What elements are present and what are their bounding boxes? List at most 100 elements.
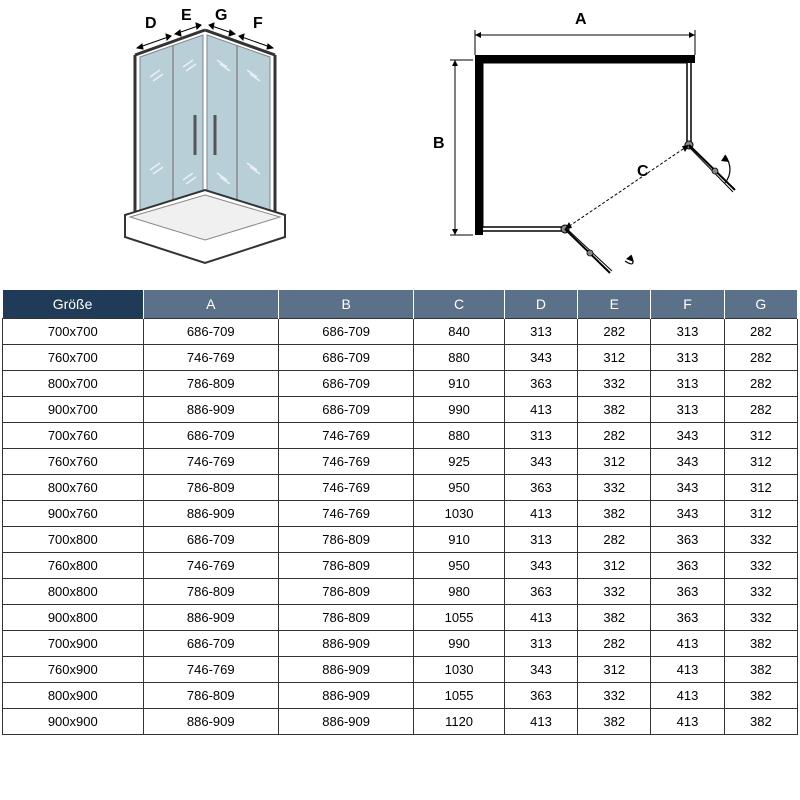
table-cell: 332 — [578, 371, 651, 397]
table-cell: 746-769 — [143, 345, 278, 371]
table-cell: 900x900 — [3, 709, 144, 735]
table-cell: 413 — [504, 501, 577, 527]
table-cell: 686-709 — [278, 345, 413, 371]
table-cell: 282 — [578, 527, 651, 553]
table-cell: 363 — [504, 683, 577, 709]
dimensions-table: GrößeABCDEFG 700x700686-709686-709840313… — [2, 290, 798, 735]
table-cell: 886-909 — [143, 709, 278, 735]
table-cell: 332 — [724, 527, 797, 553]
table-cell: 786-809 — [143, 683, 278, 709]
table-cell: 786-809 — [278, 553, 413, 579]
table-row: 760x760746-769746-769925343312343312 — [3, 449, 798, 475]
table-cell: 886-909 — [278, 709, 413, 735]
table-row: 800x900786-809886-9091055363332413382 — [3, 683, 798, 709]
table-cell: 990 — [414, 397, 505, 423]
table-row: 760x700746-769686-709880343312313282 — [3, 345, 798, 371]
table-cell: 950 — [414, 553, 505, 579]
table-cell: 700x760 — [3, 423, 144, 449]
table-cell: 925 — [414, 449, 505, 475]
table-cell: 786-809 — [143, 475, 278, 501]
table-cell: 313 — [651, 397, 724, 423]
table-cell: 886-909 — [143, 501, 278, 527]
table-cell: 700x800 — [3, 527, 144, 553]
table-cell: 313 — [651, 319, 724, 345]
table-cell: 1120 — [414, 709, 505, 735]
table-cell: 332 — [724, 553, 797, 579]
table-cell: 343 — [651, 475, 724, 501]
table-cell: 800x900 — [3, 683, 144, 709]
table-cell: 313 — [504, 631, 577, 657]
table-cell: 413 — [651, 631, 724, 657]
table-cell: 786-809 — [278, 527, 413, 553]
table-cell: 1055 — [414, 605, 505, 631]
table-cell: 700x900 — [3, 631, 144, 657]
table-cell: 800x700 — [3, 371, 144, 397]
table-cell: 363 — [651, 553, 724, 579]
table-cell: 800x800 — [3, 579, 144, 605]
table-cell: 313 — [651, 371, 724, 397]
table-cell: 1055 — [414, 683, 505, 709]
column-header: F — [651, 290, 724, 319]
table-cell: 786-809 — [278, 579, 413, 605]
table-cell: 332 — [724, 579, 797, 605]
table-cell: 312 — [724, 475, 797, 501]
diagram-plan-view: A B C — [425, 15, 745, 280]
label-d: D — [145, 15, 157, 33]
table-cell: 363 — [504, 579, 577, 605]
table-cell: 686-709 — [143, 631, 278, 657]
table-cell: 413 — [504, 709, 577, 735]
table-cell: 746-769 — [278, 449, 413, 475]
table-cell: 282 — [578, 423, 651, 449]
table-row: 900x700886-909686-709990413382313282 — [3, 397, 798, 423]
column-header: C — [414, 290, 505, 319]
column-header: G — [724, 290, 797, 319]
table-cell: 900x760 — [3, 501, 144, 527]
table-cell: 312 — [578, 657, 651, 683]
table-cell: 313 — [504, 527, 577, 553]
label-b: B — [433, 135, 445, 153]
table-cell: 382 — [578, 605, 651, 631]
table-cell: 312 — [578, 553, 651, 579]
table-cell: 910 — [414, 527, 505, 553]
table-cell: 1030 — [414, 657, 505, 683]
table-row: 700x760686-709746-769880313282343312 — [3, 423, 798, 449]
table-cell: 686-709 — [278, 397, 413, 423]
table-cell: 980 — [414, 579, 505, 605]
table-cell: 332 — [578, 579, 651, 605]
table-cell: 382 — [724, 683, 797, 709]
table-row: 760x800746-769786-809950343312363332 — [3, 553, 798, 579]
label-g: G — [215, 7, 227, 25]
table-cell: 686-709 — [278, 319, 413, 345]
table-cell: 343 — [504, 449, 577, 475]
table-cell: 343 — [651, 501, 724, 527]
table-cell: 686-709 — [278, 371, 413, 397]
table-cell: 746-769 — [278, 475, 413, 501]
column-header: Größe — [3, 290, 144, 319]
table-cell: 886-909 — [278, 683, 413, 709]
table-cell: 363 — [651, 527, 724, 553]
table-cell: 282 — [724, 345, 797, 371]
table-body: 700x700686-709686-709840313282313282760x… — [3, 319, 798, 735]
table-cell: 382 — [578, 501, 651, 527]
table-cell: 363 — [651, 605, 724, 631]
table-cell: 312 — [578, 345, 651, 371]
table-row: 900x760886-909746-7691030413382343312 — [3, 501, 798, 527]
table-cell: 700x700 — [3, 319, 144, 345]
table-cell: 413 — [651, 709, 724, 735]
table-cell: 886-909 — [278, 657, 413, 683]
table-cell: 900x800 — [3, 605, 144, 631]
label-e: E — [181, 7, 192, 25]
table-cell: 686-709 — [143, 319, 278, 345]
table-cell: 746-769 — [143, 657, 278, 683]
table-cell: 990 — [414, 631, 505, 657]
table-row: 700x900686-709886-909990313282413382 — [3, 631, 798, 657]
table-cell: 332 — [578, 475, 651, 501]
table-row: 800x700786-809686-709910363332313282 — [3, 371, 798, 397]
table-cell: 313 — [651, 345, 724, 371]
table-cell: 1030 — [414, 501, 505, 527]
table-cell: 343 — [504, 553, 577, 579]
table-cell: 282 — [724, 371, 797, 397]
column-header: D — [504, 290, 577, 319]
table-cell: 382 — [578, 397, 651, 423]
table-cell: 312 — [724, 501, 797, 527]
